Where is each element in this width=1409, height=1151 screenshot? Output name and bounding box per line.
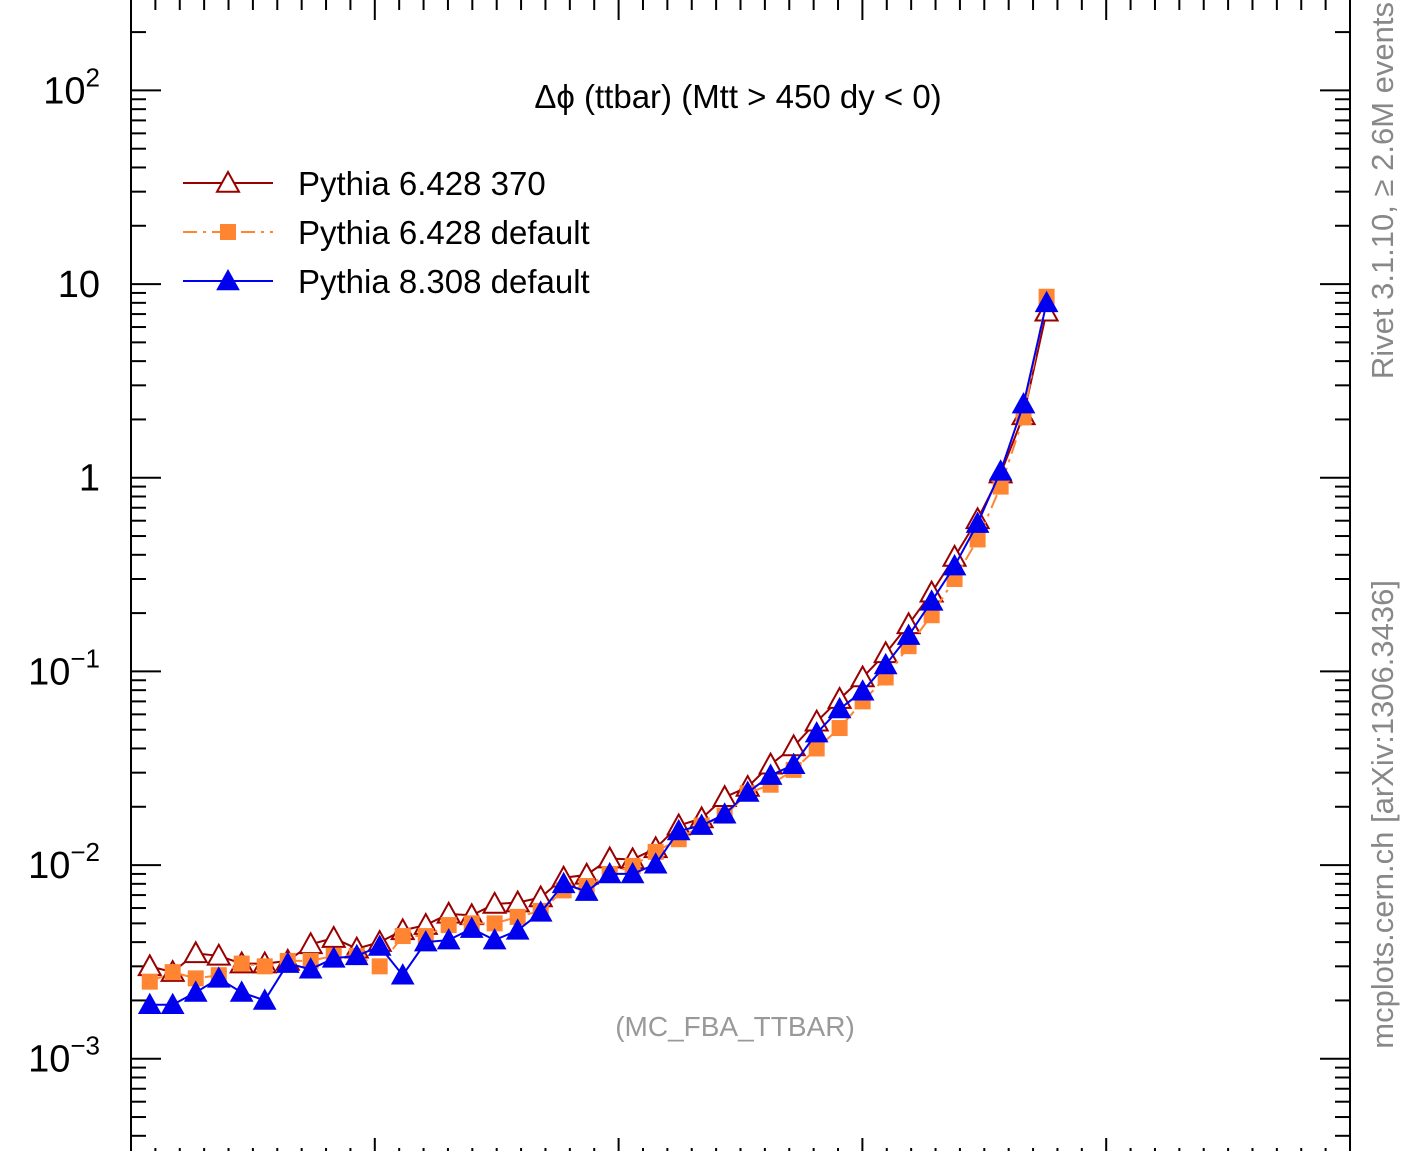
y-tick-label: 102	[43, 62, 100, 112]
data-point	[896, 623, 921, 645]
data-point	[781, 752, 806, 774]
legend-marker	[220, 224, 236, 240]
data-point	[597, 861, 622, 884]
data-point	[942, 554, 967, 576]
data-point	[620, 861, 645, 884]
data-point	[298, 957, 323, 979]
data-point	[344, 943, 369, 966]
data-point	[390, 963, 415, 985]
data-point	[804, 721, 829, 743]
y-tick-label: 10−3	[28, 1031, 100, 1081]
data-point	[574, 879, 599, 901]
data-point	[528, 900, 553, 922]
data-point	[256, 958, 273, 975]
data-point	[965, 511, 990, 533]
data-point	[141, 973, 158, 990]
data-point	[413, 930, 438, 952]
data-point	[505, 918, 530, 940]
data-point	[164, 964, 181, 981]
data-point	[509, 908, 526, 925]
data-point	[643, 852, 668, 874]
plot-title: Δϕ (ttbar) (Mtt > 450 dy < 0)	[534, 78, 941, 115]
data-point	[206, 966, 231, 988]
data-point	[183, 980, 208, 1002]
data-point	[988, 459, 1013, 481]
data-point	[831, 720, 848, 737]
data-point	[873, 652, 898, 675]
data-point	[394, 928, 411, 945]
data-point	[551, 871, 576, 894]
data-point	[1034, 290, 1059, 313]
legend-label: Pythia 6.428 370	[298, 165, 546, 202]
data-point	[923, 607, 940, 624]
analysis-tag: (MC_FBA_TTBAR)	[615, 1011, 855, 1042]
data-point	[482, 928, 507, 950]
data-point	[233, 955, 250, 972]
y-tick-label: 10−1	[28, 643, 100, 693]
series-1	[137, 298, 1060, 982]
data-point	[850, 679, 875, 701]
y-tick-label: 10−2	[28, 837, 100, 887]
data-point	[275, 951, 300, 973]
data-point	[183, 940, 209, 964]
y-tick-label: 1	[79, 458, 100, 500]
data-point	[808, 740, 825, 757]
data-point	[735, 780, 760, 802]
data-point	[206, 942, 232, 966]
data-point	[481, 890, 508, 914]
legend-label: Pythia 8.308 default	[298, 263, 590, 300]
data-point	[1011, 392, 1036, 414]
data-point	[137, 953, 163, 977]
x-axis-ticks	[130, 0, 1351, 1151]
legend-label: Pythia 6.428 default	[298, 214, 590, 251]
legend-marker	[215, 169, 241, 193]
data-point	[160, 992, 185, 1015]
legend: Pythia 6.428 370 Pythia 6.428 default Pyth…	[183, 165, 590, 300]
series-layer	[137, 288, 1060, 1015]
data-point	[321, 924, 347, 948]
data-point	[137, 992, 162, 1015]
data-point	[252, 988, 277, 1010]
data-point	[712, 802, 737, 824]
data-point	[689, 813, 714, 835]
data-point	[919, 589, 944, 611]
data-point	[992, 478, 1009, 495]
data-point	[666, 818, 691, 841]
data-point	[229, 980, 254, 1002]
data-point	[486, 915, 503, 932]
data-point	[367, 934, 392, 956]
legend-marker	[216, 268, 240, 291]
series-3	[137, 290, 1059, 1015]
data-point	[758, 763, 783, 785]
series-line	[149, 296, 1048, 983]
data-point	[969, 531, 986, 548]
y-axis-tick-labels: 10−3 10−2 10−1 1 10 102	[28, 62, 100, 1080]
data-point	[321, 946, 346, 968]
mcplots-source-label: mcplots.cern.ch [arXiv:1306.3436]	[1365, 580, 1400, 1049]
data-point	[440, 917, 457, 934]
data-point	[647, 843, 664, 860]
rivet-version-label: Rivet 3.1.10, ≥ 2.6M events	[1365, 2, 1400, 379]
data-point	[187, 970, 204, 987]
data-point	[827, 696, 852, 719]
data-point	[459, 916, 484, 938]
data-point	[436, 928, 461, 950]
y-tick-label: 10	[58, 264, 100, 306]
data-point	[371, 958, 388, 975]
y-axis-ticks	[131, 31, 1350, 1137]
